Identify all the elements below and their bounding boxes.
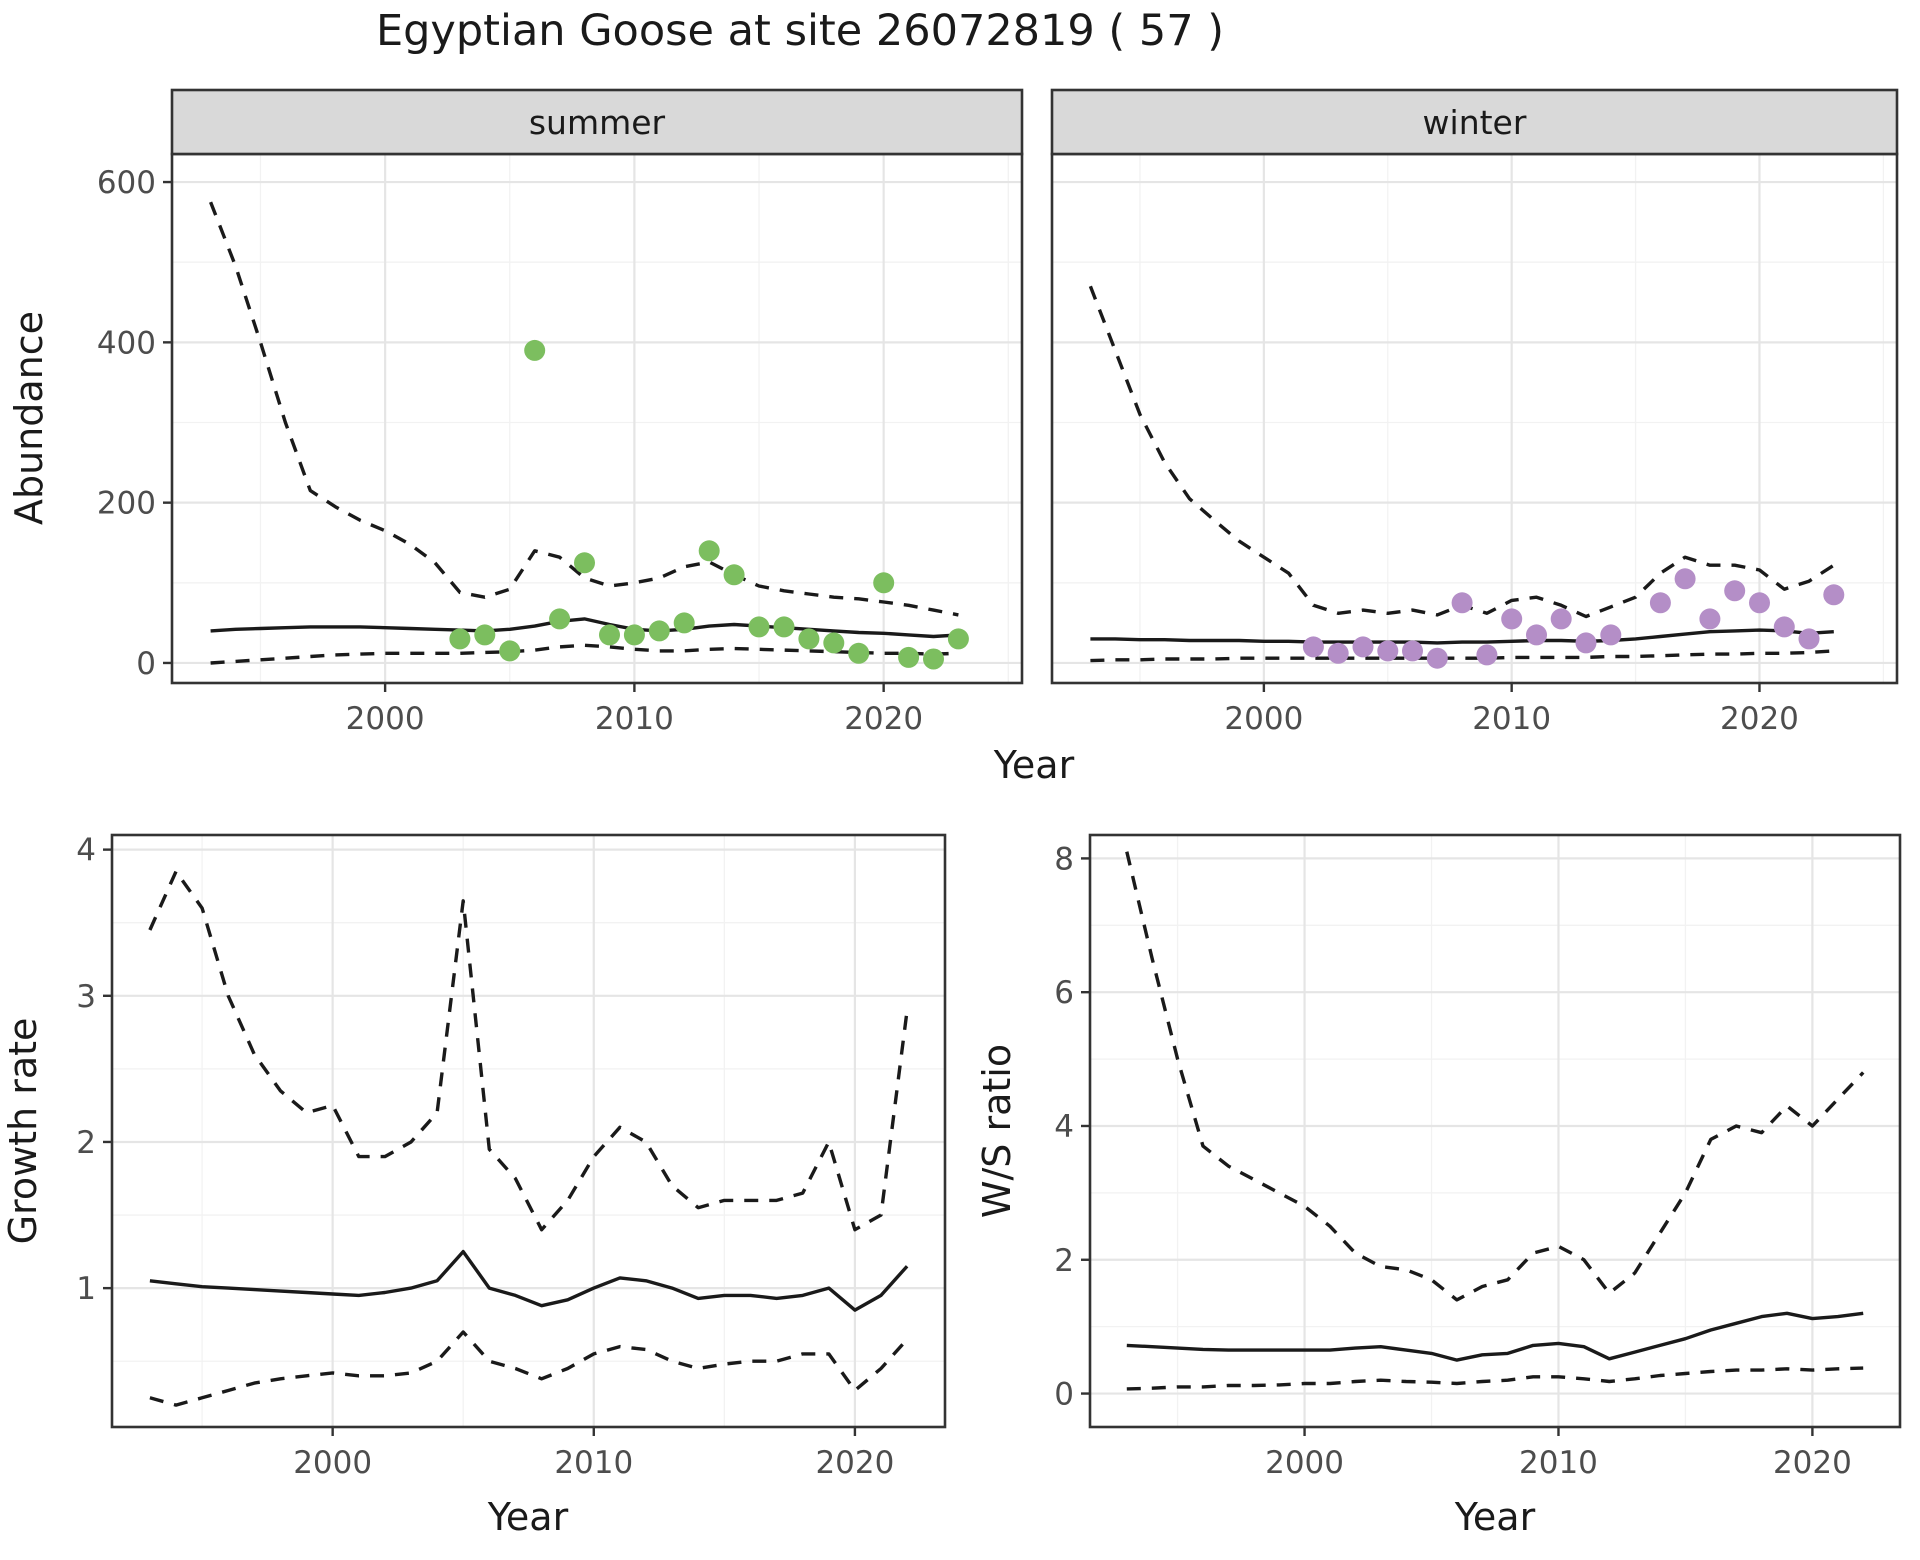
panel-background [112,835,945,1427]
series-mean [1090,628,1834,645]
winter-observation [1476,644,1498,666]
summer-observation [773,616,795,638]
y-tick-label: 8 [1054,841,1074,877]
summer-observation [549,608,571,630]
summer-observation [599,624,620,646]
winter-observation [1823,584,1845,606]
x-tick-label: 2020 [1773,1445,1852,1481]
y-tick-label: 6 [1054,975,1074,1011]
series-upper-ci [148,869,909,1232]
winter-observation [1699,608,1721,630]
summer-observation [449,628,471,650]
y-tick-label: 0 [136,646,156,682]
summer-observation [748,616,770,638]
summer-observation [898,646,920,668]
panel-background [1090,835,1900,1427]
winter-observation [1352,636,1374,658]
summer-observation [474,624,496,646]
x-axis-title: Year [1454,1495,1536,1539]
x-tick-label: 2020 [815,1445,894,1481]
y-axis-title: W/S ratio [975,1044,1019,1218]
summer-observation [873,572,895,594]
winter-observation [1501,608,1523,630]
x-tick-label: 2010 [1472,701,1551,737]
winter-observation [1377,640,1399,662]
growth-rate-chart: 2000 2010 2020 1 2 3 4 Year Growth rate [1,833,947,1539]
winter-observation [1327,642,1349,664]
series-mean [149,1249,909,1312]
facet-strip [1050,88,1899,156]
winter-observation [1402,640,1423,662]
winter-observation [1426,647,1448,669]
x-tick-label: 2000 [1265,1445,1344,1481]
x-axis-title: Year [487,1495,569,1539]
summer-observation [823,632,845,654]
x-tick-label: 2000 [346,701,425,737]
ws-ratio-chart: 2000 2010 2020 0 2 4 6 8 Year W/S ratio [975,833,1902,1539]
x-tick-label: 2010 [1519,1445,1598,1481]
x-tick-label: 2010 [595,701,674,737]
panel-border [110,833,947,1429]
series-mean [1126,1311,1864,1362]
summer-observation [574,552,595,574]
panel-background [172,154,1022,683]
facet-strip-label: summer [529,103,666,142]
winter-observation [1773,616,1795,638]
y-tick-label: 0 [1054,1377,1074,1413]
x-tick-label: 2020 [1720,701,1799,737]
y-tick-label: 400 [97,325,156,361]
winter-observation [1749,592,1770,614]
winter-observation [1649,592,1671,614]
summer-observation [648,620,670,642]
y-tick-label: 4 [1054,1109,1074,1145]
winter-observation [1798,628,1820,650]
winter-observation [1674,568,1696,590]
facet-strip-label: winter [1423,103,1527,142]
winter-observation [1526,624,1547,646]
chart-title: Egyptian Goose at site 26072819 ( 57 ) [375,6,1225,56]
x-tick-label: 2000 [1224,701,1303,737]
panel-background [1052,154,1897,683]
series-upper-ci [1125,851,1865,1302]
summer-observation [698,540,720,562]
series-upper-ci [209,201,959,617]
series-lower-ci [149,1330,909,1407]
summer-observation [623,624,645,646]
winter-observation [1550,608,1572,630]
facet-strip [170,88,1024,156]
series-mean [210,617,959,639]
summer-observation [673,612,695,634]
x-tick-label: 2010 [554,1445,633,1481]
x-axis-title: Year [993,743,1075,787]
x-tick-label: 2020 [844,701,923,737]
winter-observation [1302,636,1324,658]
y-axis-title: Growth rate [1,1018,45,1245]
y-tick-label: 2 [1054,1243,1074,1279]
summer-observation [723,564,745,586]
summer-observation [923,648,944,670]
summer-observation [524,339,546,361]
summer-observation [798,628,820,650]
panel-border [1088,833,1902,1429]
winter-observation [1451,592,1473,614]
x-tick-label: 2000 [293,1445,372,1481]
winter-observation [1600,624,1622,646]
winter-observation [1575,632,1597,654]
y-tick-label: 3 [76,979,96,1015]
y-tick-label: 4 [76,833,96,869]
winter-observation [1724,580,1746,602]
summer-observation [947,628,969,650]
summer-observation [848,642,870,664]
y-tick-label: 1 [76,1271,96,1307]
y-tick-label: 200 [97,486,156,522]
y-tick-label: 2 [76,1125,96,1161]
y-axis-title: Abundance [7,311,51,525]
summer-observation [499,640,521,662]
y-tick-label: 600 [97,165,156,201]
abundance-facet-chart: 2000 2010 2020 0 200 400 600 summer 2000 2010 2020… [7,88,1899,787]
